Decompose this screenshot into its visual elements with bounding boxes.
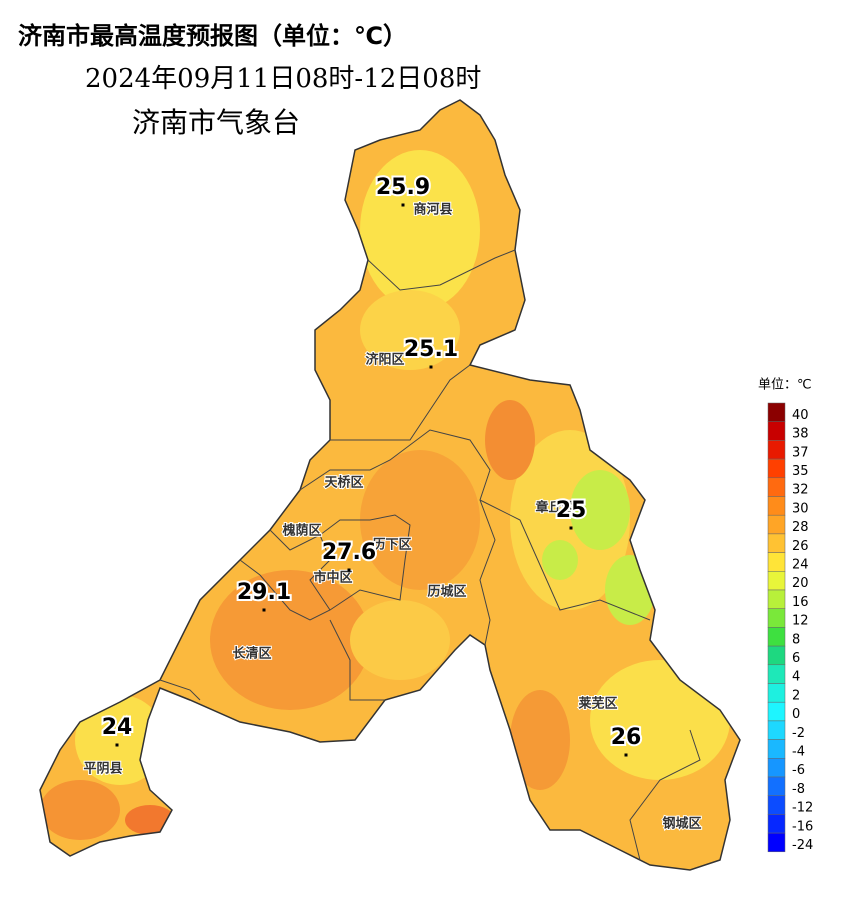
legend-label: -16 [792,819,813,834]
legend-swatch [767,421,786,441]
district-name: 槐荫区 [281,523,321,539]
station-name: 历下区 [372,538,411,553]
district-name: 天桥区 [324,475,363,491]
district-name: 长清区 [232,646,271,662]
legend-label: -24 [792,838,813,853]
legend-label: 38 [792,427,809,442]
station-name: 商河县 [413,202,452,218]
legend-label: 32 [792,483,809,498]
legend-swatch [767,664,786,684]
legend-swatch [767,739,786,759]
legend-swatch [767,645,786,666]
legend-label: 28 [792,520,809,535]
legend-swatch [767,571,786,591]
legend-swatch [767,720,786,740]
legend-swatch [767,683,786,703]
legend-swatch [767,701,786,722]
legend-swatch [767,608,786,628]
station-temperature: 27.6 [322,540,376,565]
station-dot [624,753,628,757]
legend-swatch [767,514,786,535]
legend-label: 37 [792,445,809,460]
legend-swatch [767,402,786,422]
legend-swatch [767,440,786,460]
legend-swatch [767,589,786,609]
legend-label: 16 [792,595,809,610]
station-name: 莱芜区 [578,696,617,712]
station-dot [347,568,351,572]
station-temperature: 25 [556,498,587,523]
legend-label: 8 [792,632,800,647]
legend-swatch [767,758,786,778]
legend-label: 40 [792,408,809,423]
legend-swatch [767,458,786,479]
legend-label: -4 [792,744,805,759]
station-temperature: 25.1 [404,337,458,362]
legend-swatch [767,795,786,815]
station-dot [569,526,573,530]
district-name: 市中区 [313,570,352,586]
station-temperature: 26 [611,725,642,750]
legend-swatch [767,477,786,497]
legend-label: -2 [792,726,805,741]
legend-swatch [767,814,786,834]
legend-label: 6 [792,651,800,666]
legend-label: -8 [792,782,805,797]
legend-label: 20 [792,576,809,591]
legend-label: 24 [792,557,809,572]
district-name: 钢城区 [662,816,701,832]
map-title: 济南市最高温度预报图（单位：℃） [18,22,408,50]
legend-label: 0 [792,707,800,722]
legend-label: 2 [792,688,800,703]
legend-label: 12 [792,614,809,629]
district-boundaries [159,249,701,861]
map-period: 2024年09月11日08时-12日08时 [85,64,482,94]
station-dot [429,365,433,369]
legend-title: 单位：℃ [758,378,812,393]
station-temperature: 29.1 [237,580,291,605]
legend-label: 4 [792,670,800,685]
legend-label: 26 [792,539,809,554]
station-dot [115,743,119,747]
legend-swatch [767,832,786,853]
station-dot [262,608,266,612]
legend-label: -6 [792,763,805,778]
station-temperature: 25.9 [376,175,430,200]
station-temperature: 24 [102,715,133,740]
legend-swatch [767,776,786,796]
legend-label: -12 [792,801,813,816]
station-dot [401,203,405,207]
legend-swatch [767,627,786,647]
station-name: 平阴县 [83,762,122,777]
legend-label: 30 [792,501,809,516]
map-agency: 济南市气象台 [132,106,301,139]
legend-swatch [767,496,786,516]
district-name: 历城区 [427,584,466,600]
station-name: 济阳区 [365,352,404,368]
legend-swatch [767,533,786,553]
station-name: 章丘区 [535,500,574,516]
legend-swatch [767,552,786,572]
legend-label: 35 [792,464,809,479]
